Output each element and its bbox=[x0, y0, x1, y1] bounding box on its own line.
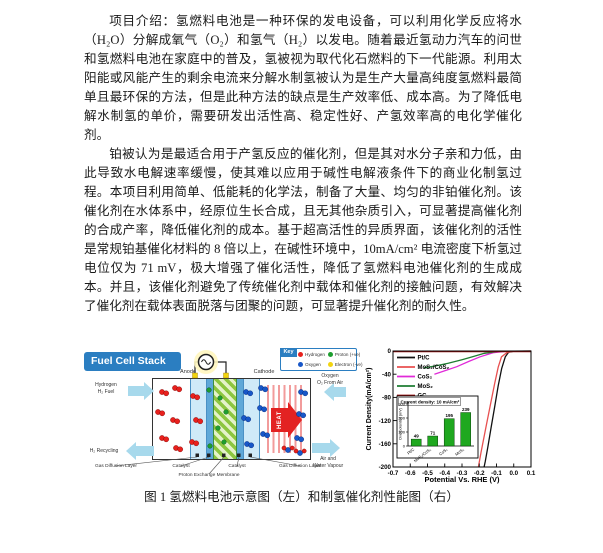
inset-bar-Pt/C bbox=[410, 438, 422, 447]
curve-CoS₂ bbox=[434, 350, 506, 375]
fuel-cell-diagram: Fuel Cell Stack Key Hydrogen Oxygen Proton… bbox=[84, 346, 363, 486]
inset-bar-value: 71 bbox=[430, 431, 436, 436]
diagram-key: Key Hydrogen Oxygen Proton (+ve) Electron (… bbox=[280, 348, 363, 371]
gas-diffusion-layer-right bbox=[243, 379, 260, 459]
curve-MoS₂ bbox=[423, 350, 499, 369]
proton-exchange-membrane bbox=[213, 379, 237, 459]
inset-bar-value: 49 bbox=[414, 434, 420, 439]
x-tick-label: 0.1 bbox=[527, 470, 536, 477]
membrane-label: Proton Exchange Membrane bbox=[178, 473, 240, 478]
legend-entry: MoS₂ bbox=[418, 384, 434, 390]
catalyst-layer-left bbox=[207, 379, 213, 459]
key-item-label: Oxygen bbox=[305, 361, 321, 367]
inset-bar-MoS₂ bbox=[460, 412, 471, 447]
project-intro-text: 项目介绍：氢燃料电池是一种环保的发电设备，可以利用化学反应将水（H₂O）分解成氧… bbox=[84, 12, 522, 316]
anode-label: Anode bbox=[180, 369, 196, 375]
x-tick-label: -0.6 bbox=[405, 470, 416, 477]
paragraph-1: 项目介绍：氢燃料电池是一种环保的发电设备，可以利用化学反应将水（H₂O）分解成氧… bbox=[84, 14, 522, 142]
x-tick-label: -0.3 bbox=[457, 470, 468, 477]
gdl-right-label: Gas Diffusion Layer bbox=[278, 464, 322, 469]
inset-bar-value: 239 bbox=[462, 407, 470, 412]
x-tick-label: -0.5 bbox=[422, 470, 433, 477]
inset-bar-category: CoS₂ bbox=[438, 447, 449, 457]
chart-canvas: -0.7 -0.6 -0.5 -0.4 -0.3 -0.2 -0.1 0.0 0.1 0 -40 -8… bbox=[366, 348, 536, 484]
curve-Pt/C bbox=[483, 350, 532, 468]
inset-bar-category: Pt/C bbox=[406, 447, 415, 456]
figure-1: Fuel Cell Stack Key Hydrogen Oxygen Proton… bbox=[84, 344, 554, 486]
gdl-left-label: Gas Diffusion Layer bbox=[94, 464, 138, 469]
h2-recycling-arrow bbox=[126, 442, 154, 460]
air-label-line2: Water Vapour bbox=[312, 462, 344, 469]
inset-y-tick: 300 bbox=[398, 402, 405, 407]
y-tick-label: 0 bbox=[388, 348, 392, 355]
curves bbox=[393, 350, 532, 468]
h2-recycling-label: H₂ Recycling bbox=[89, 448, 119, 454]
y-tick-label: -80 bbox=[382, 395, 392, 402]
curve-MoS₂/CoS₂ bbox=[477, 350, 532, 468]
key-items: Hydrogen Oxygen Proton (+ve) Electron (-ve) bbox=[298, 350, 363, 369]
y-tick-label: -40 bbox=[382, 371, 392, 378]
key-color-dot bbox=[327, 361, 333, 367]
oxygen-label-line2: O₂ From Air bbox=[316, 379, 344, 386]
x-tick-label: -0.2 bbox=[474, 470, 485, 477]
diagram-title: Fuel Cell Stack bbox=[84, 352, 181, 371]
inset-bar-MoS₂/CoS₂ bbox=[427, 435, 438, 447]
key-item-label: Hydrogen bbox=[305, 352, 325, 358]
key-item-label: Proton (+ve) bbox=[334, 352, 361, 358]
key-item: Electron (-ve) bbox=[327, 360, 363, 370]
inset-y-tick: 0 bbox=[403, 444, 406, 449]
key-color-dot bbox=[298, 352, 303, 358]
inset-bar-chart: Current density: 10 mA/cm² 0 100 200 300Over… bbox=[396, 395, 479, 463]
key-color-dot bbox=[327, 352, 333, 358]
y-tick-label: -200 bbox=[379, 464, 392, 471]
inset-y-axis-label: Overpotential (mV) bbox=[399, 407, 403, 440]
catalyst-left-label: Catalyst bbox=[172, 464, 190, 469]
key-label: Key bbox=[280, 348, 297, 357]
air-water-vapour-label: Air and Water Vapour bbox=[298, 456, 358, 469]
inset-bar-category: MoS₂ bbox=[454, 447, 465, 457]
inset-y-tick: 100 bbox=[398, 430, 405, 435]
inset-title: Current density: 10 mA/cm² bbox=[401, 399, 460, 404]
y-axis-label: Current Density(mA/cm²) bbox=[366, 368, 373, 451]
hydrogen-fuel-label-line2: H₂ Fuel bbox=[97, 388, 115, 395]
y-tick-label: -120 bbox=[379, 418, 392, 425]
x-axis-label: Potential Vs. RHE (V) bbox=[424, 475, 500, 484]
figure-caption: 图 1 氢燃料电池示意图（左）和制氢催化剂性能图（右） bbox=[144, 490, 459, 504]
key-item-label: Electron (-ve) bbox=[334, 361, 363, 367]
hydrogen-in-arrow bbox=[128, 382, 154, 400]
key-item: Proton (+ve) bbox=[327, 350, 363, 360]
key-item: Oxygen bbox=[298, 360, 325, 370]
x-tick-label: -0.4 bbox=[439, 470, 450, 477]
x-tick-label: -0.1 bbox=[491, 470, 502, 477]
axis-ticks: -0.7 -0.6 -0.5 -0.4 -0.3 -0.2 -0.1 0.0 0.1 0 -40 -8… bbox=[379, 348, 536, 477]
x-tick-label: -0.7 bbox=[388, 470, 399, 477]
catalyst-layer-right bbox=[237, 379, 243, 459]
key-item: Hydrogen bbox=[298, 350, 325, 360]
oxygen-label-line1: Oxygen bbox=[321, 373, 339, 379]
hydrogen-fuel-label: Hydrogen H₂ Fuel bbox=[86, 382, 126, 395]
x-tick-label: 0.0 bbox=[509, 470, 518, 477]
y-tick-label: -160 bbox=[379, 441, 392, 448]
hydrogen-fuel-label-line1: Hydrogen bbox=[95, 382, 117, 388]
air-out-arrow bbox=[312, 439, 340, 457]
gas-diffusion-layer-left bbox=[190, 379, 207, 459]
paragraph-2: 铂被认为是最适合用于产氢反应的催化剂，但是其对水分子亲和力低，由此导致水电解速率… bbox=[84, 147, 522, 313]
catalyst-right-label: Catalyst bbox=[228, 464, 246, 469]
legend-entry: MoS₂/CoS₂ bbox=[418, 365, 450, 371]
oxygen-from-air-label: Oxygen O₂ From Air bbox=[302, 373, 358, 386]
legend-entry: CoS₂ bbox=[418, 375, 433, 381]
performance-chart: -0.7 -0.6 -0.5 -0.4 -0.3 -0.2 -0.1 0.0 0.1 0 -40 -8… bbox=[360, 344, 550, 486]
inset-y-tick: 200 bbox=[398, 416, 405, 421]
inset-bar-value: 195 bbox=[445, 413, 453, 418]
heat-label: HEAT bbox=[277, 411, 283, 429]
air-label-line1: Air and bbox=[320, 456, 336, 462]
cathode-label: Cathode bbox=[253, 369, 275, 375]
key-color-dot bbox=[298, 361, 303, 367]
legend-entry: Pt/C bbox=[418, 356, 431, 362]
inset-bar-CoS₂ bbox=[443, 418, 455, 447]
